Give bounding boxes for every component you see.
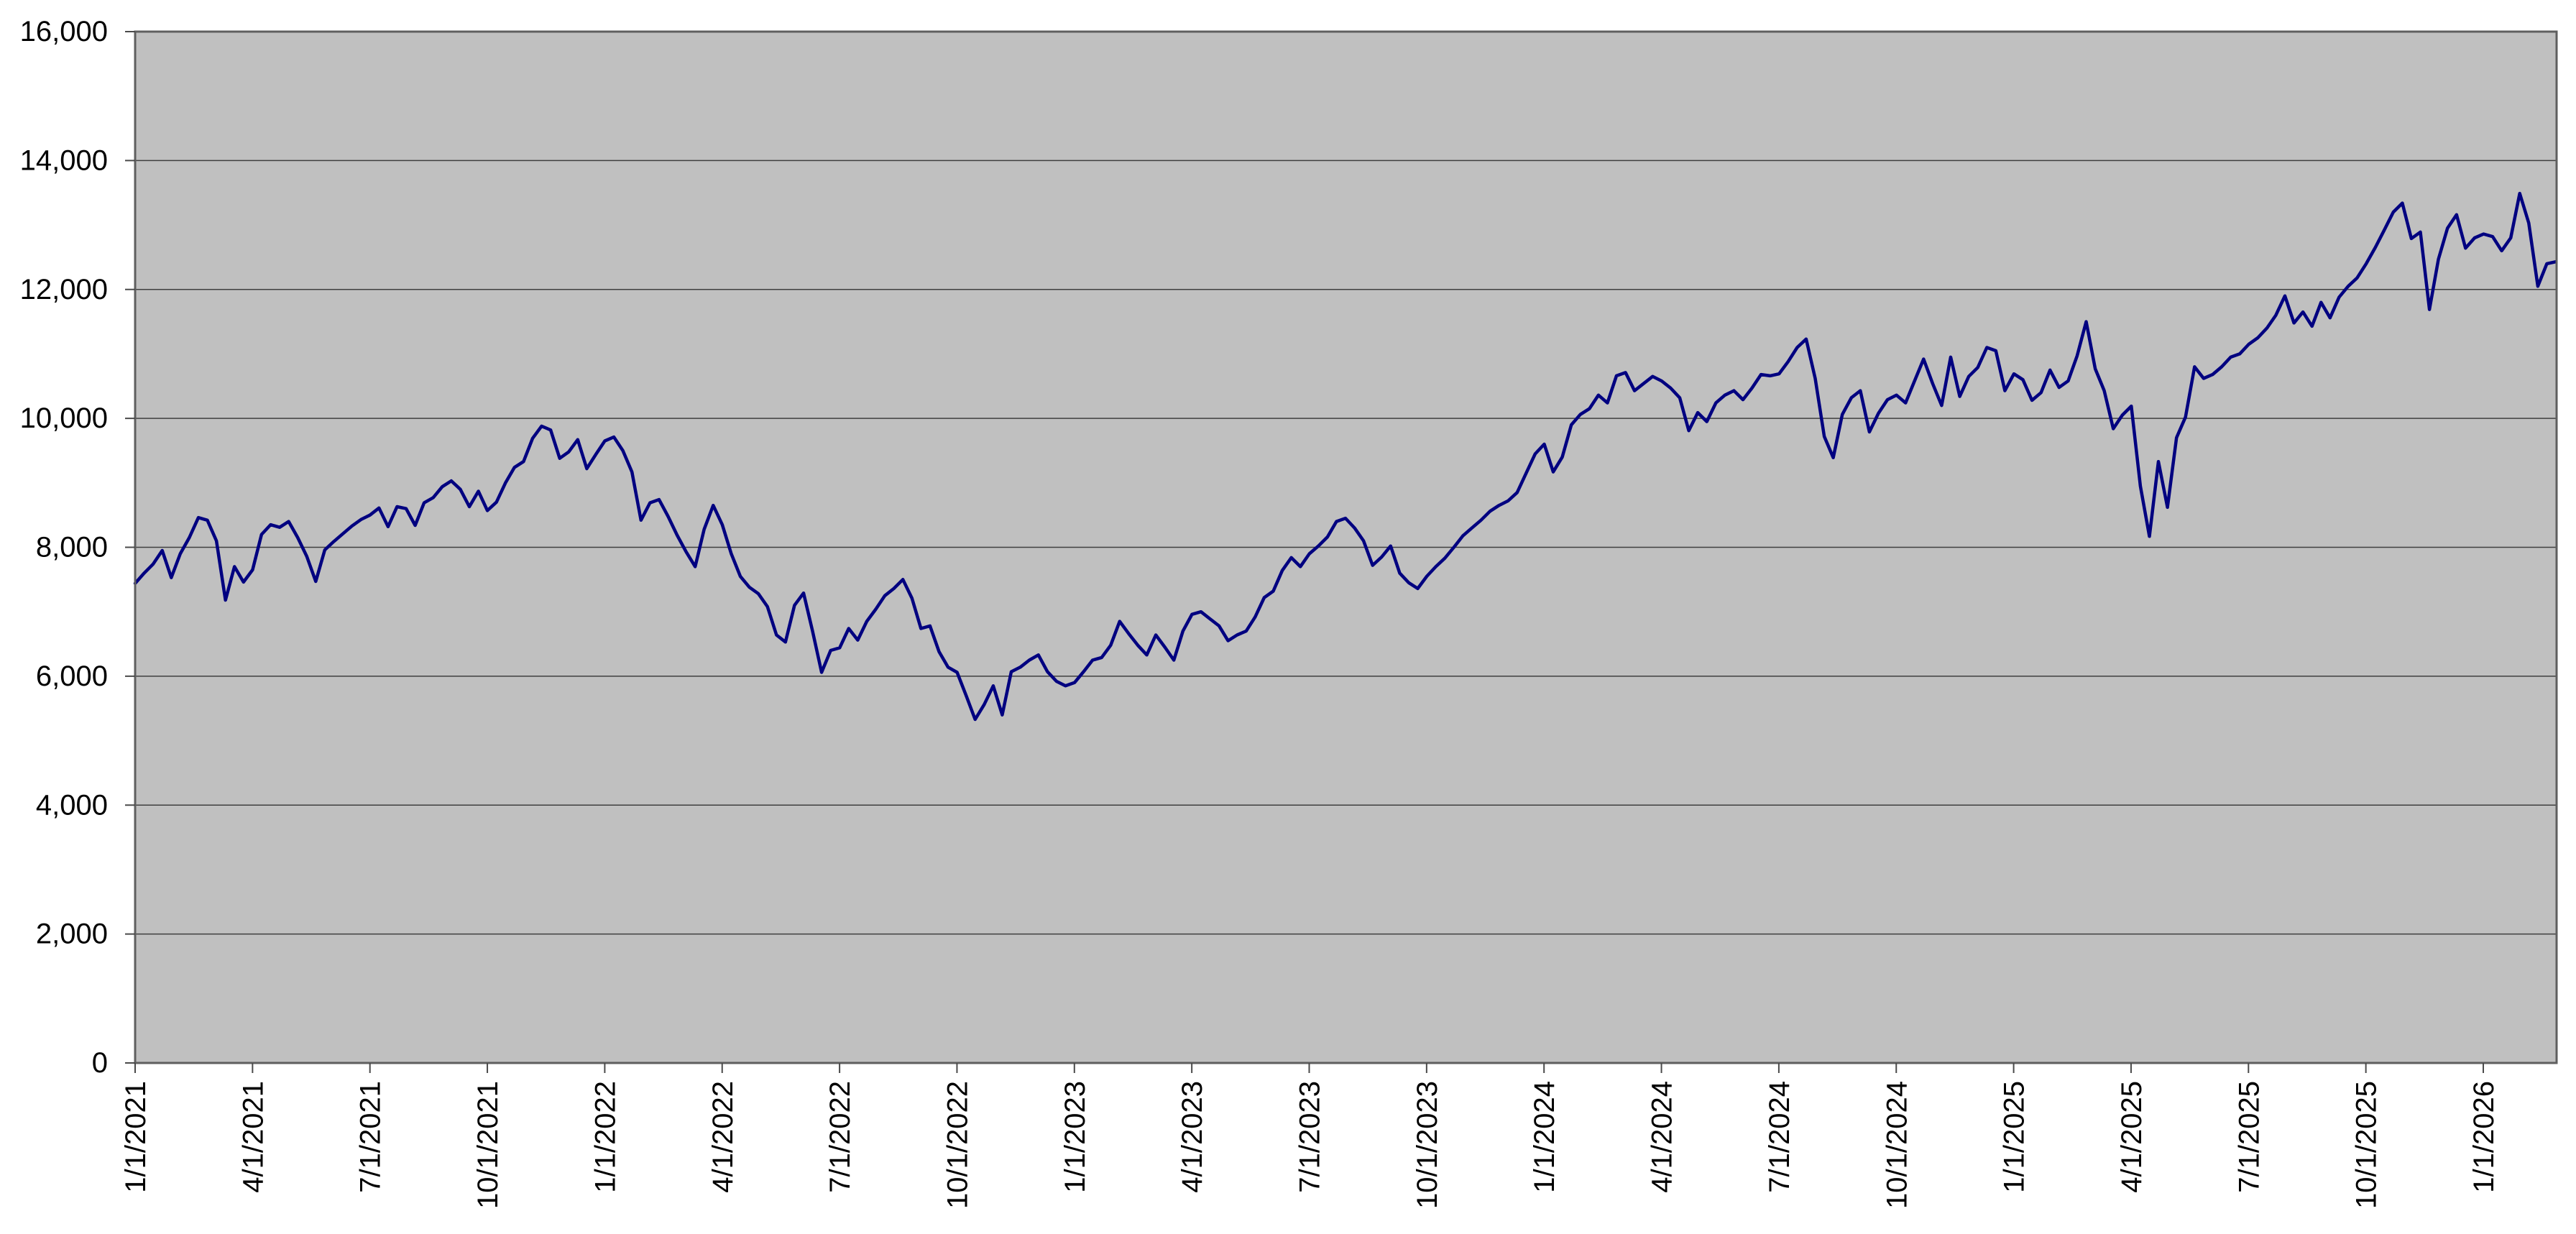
x-axis-label: 4/1/2025 <box>2116 1081 2148 1193</box>
y-axis-label: 16,000 <box>20 16 108 47</box>
x-axis-label: 7/1/2022 <box>824 1081 856 1193</box>
price-line <box>133 191 2558 722</box>
x-axis-label: 1/1/2026 <box>2468 1081 2500 1193</box>
x-axis-label: 1/1/2024 <box>1529 1081 1560 1193</box>
x-axis-label: 4/1/2021 <box>237 1081 269 1193</box>
y-axis-label: 10,000 <box>20 402 108 434</box>
y-axis-label: 14,000 <box>20 144 108 176</box>
y-axis-label: 8,000 <box>36 532 108 563</box>
x-axis-label: 10/1/2024 <box>1881 1081 1913 1209</box>
y-axis-label: 0 <box>92 1047 108 1079</box>
x-axis-label: 7/1/2023 <box>1294 1081 1326 1193</box>
x-axis-label: 7/1/2025 <box>2233 1081 2265 1193</box>
y-axis-label: 6,000 <box>36 660 108 692</box>
x-axis-label: 10/1/2023 <box>1412 1081 1443 1209</box>
x-axis-label: 1/1/2025 <box>1999 1081 2030 1193</box>
x-axis-label: 4/1/2023 <box>1177 1081 1208 1193</box>
x-axis-label: 1/1/2021 <box>120 1081 152 1193</box>
x-axis-label: 4/1/2024 <box>1647 1081 1678 1193</box>
x-axis-label: 4/1/2022 <box>707 1081 739 1193</box>
x-axis-label: 10/1/2022 <box>942 1081 973 1209</box>
x-axis-label: 1/1/2023 <box>1059 1081 1091 1193</box>
x-axis-label: 7/1/2021 <box>355 1081 387 1193</box>
x-axis-label: 7/1/2024 <box>1764 1081 1795 1193</box>
x-axis-label: 10/1/2025 <box>2351 1081 2383 1209</box>
y-axis-label: 12,000 <box>20 274 108 305</box>
x-axis-label: 10/1/2021 <box>472 1081 504 1209</box>
y-axis-label: 2,000 <box>36 918 108 950</box>
y-axis-label: 4,000 <box>36 789 108 821</box>
x-axis-label: 1/1/2022 <box>589 1081 621 1193</box>
